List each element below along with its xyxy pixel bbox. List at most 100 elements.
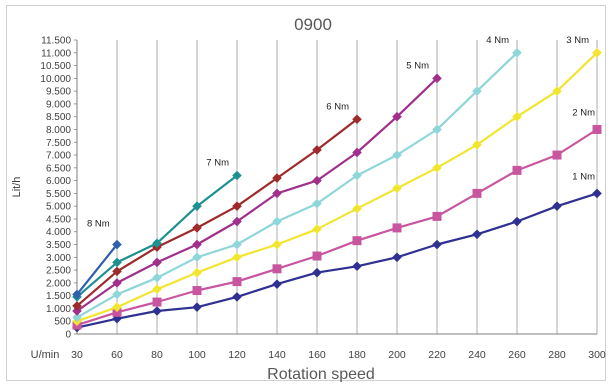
series-line-2-nm (76, 128, 598, 327)
data-point-1-nm (392, 252, 402, 263)
y-tick-label: 3.500 (46, 240, 71, 251)
x-tick-label: 80 (151, 349, 163, 361)
data-point-1-nm (152, 306, 162, 316)
data-point-2-nm (192, 286, 202, 296)
data-point-4-nm (392, 150, 402, 160)
series-line-4-nm (76, 52, 518, 319)
data-point-2-nm (112, 307, 122, 317)
x-tick-label: 100 (188, 349, 206, 361)
y-tick-label: 8.500 (46, 112, 71, 123)
series-group (72, 47, 602, 333)
y-tick-label: 7.500 (46, 138, 71, 149)
data-point-3-nm (312, 224, 322, 234)
y-tick-label: 2.000 (46, 278, 71, 289)
y-tick-label: 1.500 (46, 291, 71, 302)
x-tick-label: 260 (508, 349, 526, 361)
y-tick-label: 7.000 (46, 151, 71, 162)
data-point-5-nm (152, 257, 162, 268)
x-tick-label: 60 (111, 349, 123, 361)
data-point-6-nm (312, 145, 322, 155)
data-point-6-nm (272, 173, 282, 183)
data-point-1-nm (472, 229, 482, 240)
x-tick-label: 180 (348, 349, 366, 361)
data-point-2-nm (272, 264, 282, 274)
series-labels: 1 Nm 2 Nm 3 Nm 4 Nm 5 Nm 6 Nm 7 Nm 8 Nm (87, 35, 595, 230)
series-label-6-nm: 6 Nm (326, 101, 349, 112)
y-tick-label: 4.500 (46, 214, 71, 225)
series-line-1-nm (76, 192, 598, 329)
axes: 30 60 80 100 120 140 160 180 200 220 240 260 280 300 0… (40, 36, 606, 362)
x-axis-prefix: U/min (31, 349, 60, 361)
data-point-4-nm (112, 289, 122, 300)
data-point-3-nm (392, 183, 402, 194)
data-point-5-nm (432, 73, 442, 84)
x-tick-label: 240 (468, 349, 486, 361)
data-point-1-nm (312, 267, 322, 278)
data-point-7-nm (192, 201, 202, 211)
y-tick-label: 0 (65, 330, 71, 341)
data-point-1-nm (232, 292, 242, 302)
x-tick-label: 280 (548, 349, 566, 361)
x-tick-label: 140 (268, 349, 286, 361)
y-tick-label: 3.000 (46, 253, 71, 264)
y-tick-label: 5.500 (46, 189, 71, 200)
data-point-5-nm (192, 239, 202, 250)
data-point-5-nm (392, 111, 402, 122)
data-point-2-nm (392, 223, 402, 233)
data-point-3-nm (112, 302, 122, 312)
series-line-6-nm (76, 118, 358, 307)
data-point-1-nm (552, 201, 562, 211)
data-point-1-nm (592, 188, 602, 199)
data-point-3-nm (592, 47, 602, 58)
data-point-4-nm (472, 86, 482, 96)
x-tick-label: 200 (388, 349, 406, 361)
data-point-5-nm (112, 278, 122, 288)
data-point-7-nm (232, 170, 242, 181)
data-point-6-nm (352, 114, 362, 125)
data-point-1-nm (352, 261, 362, 272)
data-point-6-nm (192, 223, 202, 233)
data-point-3-nm (552, 86, 562, 96)
y-tick-label: 2.500 (46, 266, 71, 277)
data-point-3-nm (352, 203, 362, 214)
data-point-2-nm (552, 150, 562, 160)
data-point-6-nm (72, 301, 82, 311)
y-tick-label: 9.000 (46, 99, 71, 110)
data-point-2-nm (312, 251, 322, 261)
data-point-4-nm (192, 252, 202, 263)
data-point-1-nm (272, 279, 282, 289)
chart-title: 0900 (294, 15, 332, 34)
data-point-2-nm (232, 277, 242, 287)
data-point-3-nm (232, 252, 242, 263)
data-point-1-nm (192, 302, 202, 312)
data-point-2-nm (472, 188, 482, 198)
series-line-3-nm (76, 52, 598, 323)
data-point-3-nm (272, 239, 282, 250)
series-label-3-nm: 3 Nm (566, 35, 589, 46)
data-point-4-nm (272, 216, 282, 227)
data-point-3-nm (472, 140, 482, 150)
series-line-5-nm (76, 77, 438, 312)
y-tick-label: 5.000 (46, 202, 71, 213)
data-point-1-nm (432, 239, 442, 250)
x-tick-label: 30 (71, 349, 83, 361)
y-tick-label: 10.000 (40, 74, 71, 85)
data-point-2-nm (352, 236, 362, 246)
data-point-4-nm (152, 272, 162, 283)
data-point-5-nm (72, 306, 82, 316)
data-point-2-nm (592, 124, 602, 134)
y-tick-label: 11.000 (41, 48, 71, 59)
y-axis-label: Lit/h (11, 177, 23, 198)
x-tick-label: 300 (588, 349, 606, 361)
data-point-2-nm (512, 165, 522, 175)
y-tick-label: 11.500 (41, 36, 71, 47)
x-tick-label: 220 (428, 349, 446, 361)
data-point-8-nm (112, 239, 122, 250)
data-point-5-nm (352, 147, 362, 158)
data-point-4-nm (232, 239, 242, 250)
y-tick-label: 500 (54, 317, 71, 328)
data-point-5-nm (232, 216, 242, 227)
y-tick-label: 4.000 (46, 227, 71, 238)
data-point-4-nm (312, 198, 322, 209)
data-point-1-nm (512, 216, 522, 227)
